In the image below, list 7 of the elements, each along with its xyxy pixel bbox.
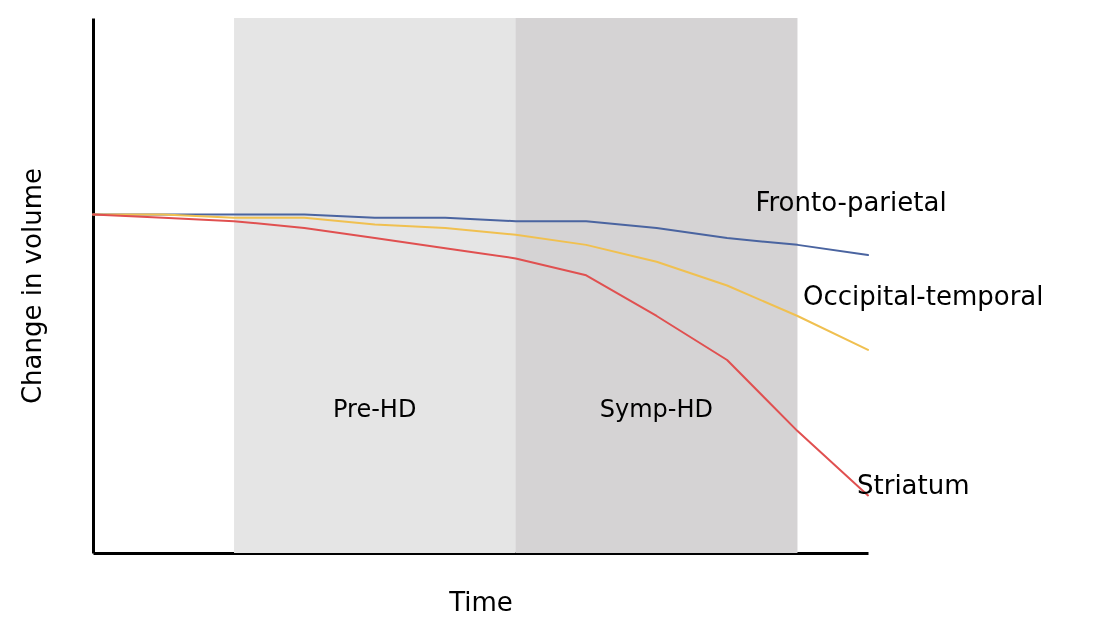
annotation: Pre-HD [333,395,417,423]
series-label: Fronto-parietal [755,187,947,218]
series-label: Occipital-temporal [803,280,1044,311]
series-label: Striatum [857,470,970,501]
y-axis-title: Change in volume [16,167,47,405]
x-axis-title: Time [448,586,513,617]
annotation: Symp-HD [599,395,714,423]
